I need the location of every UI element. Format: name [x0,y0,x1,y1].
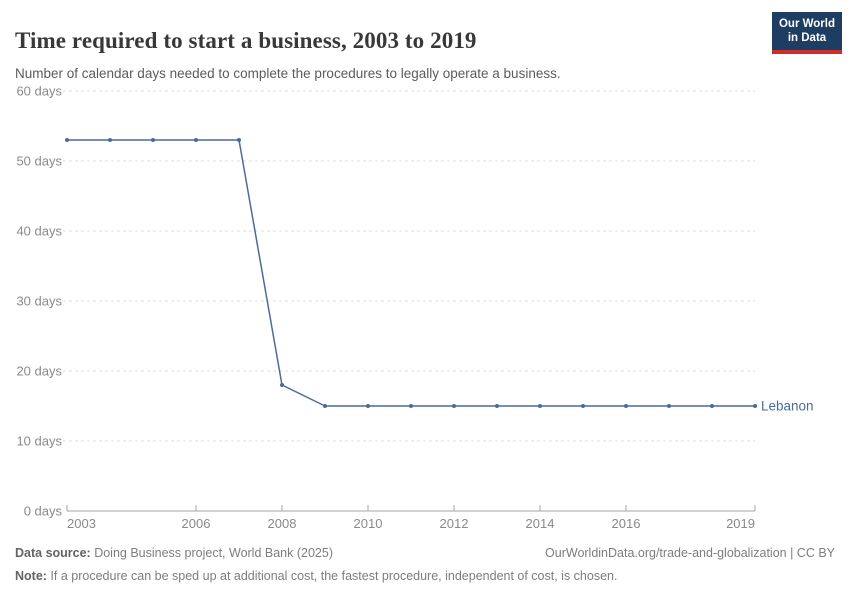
data-point [280,383,284,387]
chart-footer: Data source: Doing Business project, Wor… [15,546,835,560]
y-tick-label: 30 days [16,294,62,309]
y-tick-label: 0 days [24,504,63,519]
data-point [409,404,413,408]
x-tick-label: 2010 [354,516,383,531]
series-label: Lebanon [761,399,814,414]
chart-note: Note: If a procedure can be sped up at a… [15,569,835,583]
x-tick-label: 2008 [268,516,297,531]
data-point [108,138,112,142]
owid-logo-line1: Our World [778,18,835,30]
data-point [323,404,327,408]
y-tick-label: 20 days [16,364,62,379]
x-tick-label: 2003 [67,516,96,531]
x-tick-label: 2014 [526,516,555,531]
data-point [538,404,542,408]
data-point [581,404,585,408]
data-point [495,404,499,408]
data-point [452,404,456,408]
data-point [65,138,69,142]
data-point [624,404,628,408]
note-value: If a procedure can be sped up at additio… [46,569,618,583]
note-label: Note: [15,569,47,583]
x-tick-label: 2012 [440,516,469,531]
data-point [151,138,155,142]
chart-title: Time required to start a business, 2003 … [15,28,477,54]
data-source-label: Data source: [15,546,91,560]
citation: OurWorldinData.org/trade-and-globalizati… [545,546,835,560]
y-tick-label: 10 days [16,434,62,449]
data-point [237,138,241,142]
data-point [753,404,757,408]
data-source-value: Doing Business project, World Bank (2025… [90,546,333,560]
data-point [667,404,671,408]
x-tick-label: 2019 [726,516,755,531]
data-point [366,404,370,408]
data-source: Data source: Doing Business project, Wor… [15,546,333,560]
y-tick-label: 40 days [16,224,62,239]
chart-subtitle: Number of calendar days needed to comple… [15,65,561,81]
data-point [194,138,198,142]
x-tick-label: 2016 [612,516,641,531]
series-line [66,139,756,407]
data-point [710,404,714,408]
x-tick-label: 2006 [182,516,211,531]
owid-logo-line2: in Data [787,32,827,45]
y-tick-label: 50 days [16,154,62,169]
owid-logo: Our World in Data [772,12,842,54]
y-tick-label: 60 days [16,84,62,99]
